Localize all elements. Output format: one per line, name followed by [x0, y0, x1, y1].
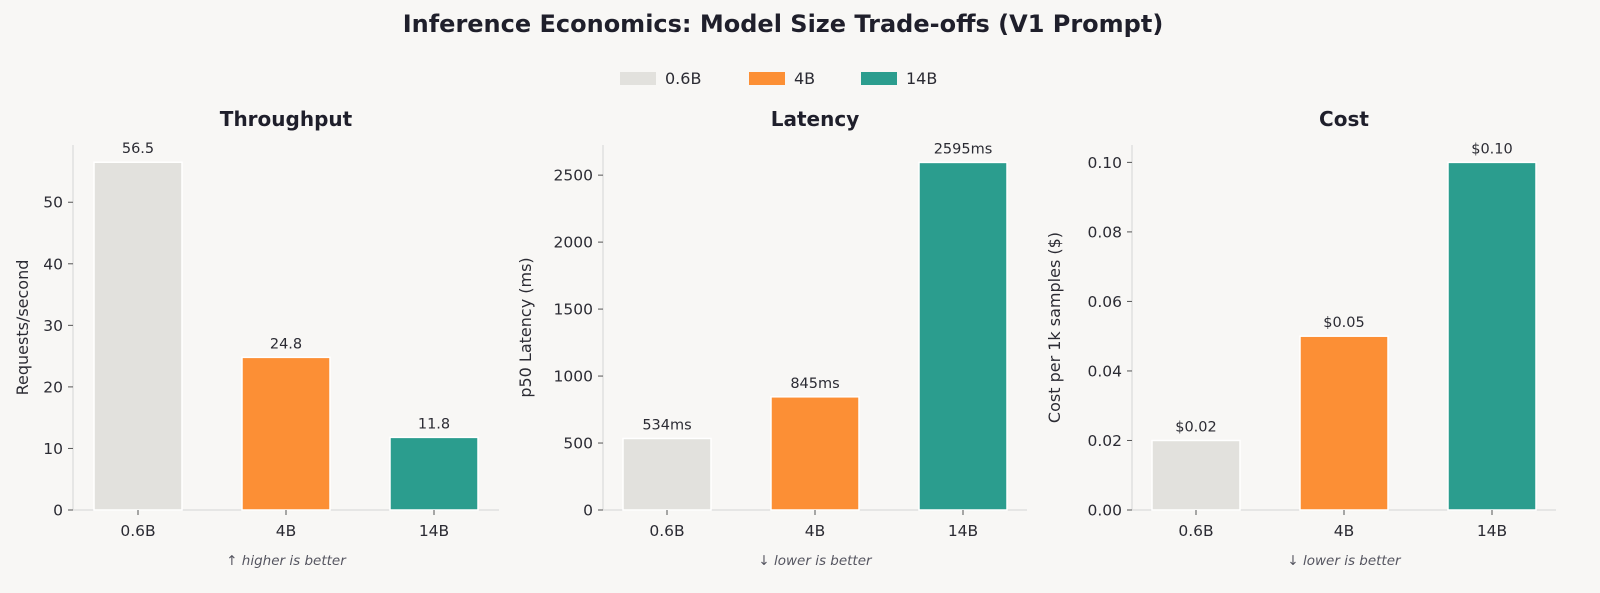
panel-latency: Latency 0 500 1000 1500 2000 2500 p50 Latency (… — [516, 107, 1027, 569]
data-label-0-6b: $0.02 — [1175, 419, 1217, 435]
bar-0-6b — [93, 161, 183, 511]
y-tick-label: 10 — [43, 440, 63, 458]
x-tick-label-0-6b: 0.6B — [120, 522, 155, 540]
y-tick-label: 500 — [563, 435, 593, 453]
legend-swatch-0-6b — [620, 72, 656, 85]
bar-14b — [1447, 161, 1537, 511]
y-tick-label: 0.02 — [1087, 432, 1122, 450]
legend-label-4b: 4B — [794, 69, 815, 88]
figure-title: Inference Economics: Model Size Trade-of… — [403, 10, 1164, 38]
legend-label-14b: 14B — [906, 69, 937, 88]
y-tick-label: 50 — [43, 194, 63, 212]
panel-note: ↑ higher is better — [226, 553, 347, 569]
legend-swatch-14b — [861, 72, 897, 85]
panel-throughput: Throughput 0 10 20 30 40 50 Requests/second 56.5… — [13, 107, 499, 569]
data-label-14b: $0.10 — [1471, 141, 1513, 157]
y-tick-label: 40 — [43, 255, 63, 273]
legend-entry-14b: 14B — [861, 69, 937, 88]
y-tick-label: 0.08 — [1087, 223, 1122, 241]
panel-title: Latency — [771, 107, 860, 131]
y-tick-label: 2500 — [554, 167, 593, 185]
x-tick-label-4b: 4B — [1334, 522, 1355, 540]
x-tick-label-14b: 14B — [419, 522, 449, 540]
bar-4b — [770, 396, 860, 511]
bar-0-6b — [1151, 439, 1241, 511]
y-axis-label: Requests/second — [13, 260, 32, 396]
data-label-14b: 11.8 — [418, 416, 450, 432]
legend: 0.6B 4B 14B — [620, 69, 937, 88]
x-tick-label-0-6b: 0.6B — [649, 522, 684, 540]
y-tick-label: 30 — [43, 317, 63, 335]
data-label-0-6b: 56.5 — [122, 141, 154, 157]
y-tick-label: 0.00 — [1087, 502, 1122, 520]
bar-14b — [389, 436, 479, 511]
y-tick-label: 0.06 — [1087, 293, 1122, 311]
data-label-4b: 24.8 — [270, 336, 302, 352]
y-axis-label: p50 Latency (ms) — [516, 257, 535, 397]
y-tick-label: 0.04 — [1087, 362, 1122, 380]
data-label-0-6b: 534ms — [642, 417, 691, 433]
x-tick-label-4b: 4B — [805, 522, 826, 540]
chart-panels: Throughput 0 10 20 30 40 50 Requests/second 56.5… — [13, 107, 1556, 569]
x-tick-label-14b: 14B — [948, 522, 978, 540]
y-tick-label: 20 — [43, 378, 63, 396]
data-label-14b: 2595ms — [934, 141, 993, 157]
panel-cost: Cost 0.00 0.02 0.04 0.06 0.08 0.10 Cost per 1k … — [1045, 107, 1556, 569]
x-tick-label-4b: 4B — [276, 522, 297, 540]
legend-label-0-6b: 0.6B — [665, 69, 701, 88]
x-tick-label-14b: 14B — [1477, 522, 1507, 540]
bar-14b — [918, 161, 1008, 511]
y-tick-label: 1000 — [554, 368, 593, 386]
data-label-4b: $0.05 — [1323, 315, 1365, 331]
y-axis-label: Cost per 1k samples ($) — [1045, 232, 1064, 423]
y-tick-label: 1500 — [554, 301, 593, 319]
y-tick-label: 0 — [583, 502, 593, 520]
panel-title: Cost — [1319, 107, 1369, 131]
bar-4b — [1299, 335, 1389, 511]
panel-title: Throughput — [220, 107, 353, 131]
panel-note: ↓ lower is better — [758, 553, 873, 569]
x-tick-label-0-6b: 0.6B — [1178, 522, 1213, 540]
legend-entry-4b: 4B — [749, 69, 815, 88]
bar-0-6b — [622, 437, 712, 511]
y-tick-label: 2000 — [554, 234, 593, 252]
bar-4b — [241, 356, 331, 511]
legend-entry-0-6b: 0.6B — [620, 69, 701, 88]
y-tick-label: 0 — [53, 502, 63, 520]
panel-note: ↓ lower is better — [1287, 553, 1402, 569]
legend-swatch-4b — [749, 72, 785, 85]
data-label-4b: 845ms — [790, 376, 839, 392]
y-tick-label: 0.10 — [1087, 154, 1122, 172]
